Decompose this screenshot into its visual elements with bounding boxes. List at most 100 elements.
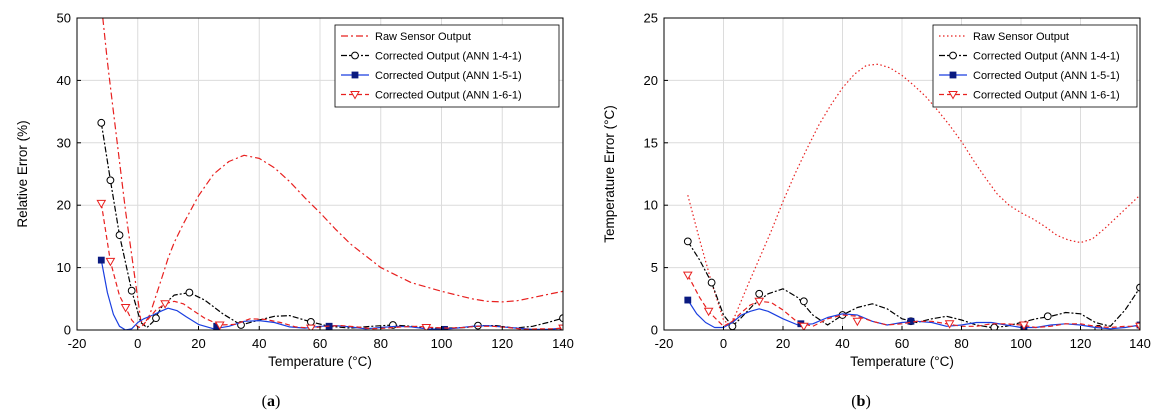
legend-label: Corrected Output (ANN 1-5-1) (375, 70, 522, 82)
x-tick-label: 140 (552, 336, 574, 351)
marker-triangle (1135, 322, 1140, 330)
series-line (687, 63, 1140, 326)
y-tick-label: 30 (57, 135, 71, 150)
x-tick-label: 60 (895, 336, 909, 351)
marker-triangle (306, 324, 316, 330)
legend-box (334, 24, 560, 108)
legend-label: Raw Sensor Output (375, 31, 471, 43)
y-tick-label: 20 (57, 198, 71, 213)
series-3 (96, 199, 563, 330)
x-tick-label: 100 (1010, 336, 1032, 351)
legend-label: Corrected Output (ANN 1-4-1) (973, 51, 1120, 63)
chart-panel-1: -20 0 20 40 60 80 100 120 1400510152025Temperatu… (602, 11, 1151, 411)
series-line (687, 299, 1140, 330)
y-tick-label: 5 (651, 260, 658, 275)
y-axis-label: Relative Error (%) (15, 120, 30, 227)
legend: Raw Sensor Output Corrected Output (ANN 1… (334, 24, 560, 108)
series-3 (682, 271, 1140, 330)
legend-label: Corrected Output (ANN 1-4-1) (375, 51, 522, 63)
marker-triangle (944, 320, 955, 329)
marker-triangle (852, 317, 863, 327)
marker-square (907, 317, 915, 325)
marker-square (949, 71, 957, 79)
series-1 (97, 118, 563, 330)
marker-square (97, 256, 105, 264)
marker-circle (106, 176, 115, 185)
y-tick-label: 0 (651, 323, 658, 338)
marker-circle (97, 118, 106, 127)
x-tick-label: 20 (191, 336, 205, 351)
x-tick-label: 80 (374, 336, 388, 351)
y-tick-label: 10 (644, 198, 658, 213)
x-tick-label: 0 (134, 336, 141, 351)
series-0 (687, 63, 1140, 326)
legend-label: Corrected Output (ANN 1-5-1) (973, 70, 1120, 82)
x-tick-label: -20 (68, 336, 87, 351)
marker-circle (1043, 312, 1052, 321)
legend-box (932, 24, 1138, 108)
legend-entry-0: Raw Sensor Output (341, 31, 471, 43)
marker-circle (799, 297, 808, 306)
y-tick-label: 20 (644, 73, 658, 88)
marker-circle (949, 51, 957, 60)
marker-triangle (421, 324, 432, 330)
marker-triangle (798, 322, 809, 330)
x-tick-label: 120 (1070, 336, 1092, 351)
legend: Raw Sensor Output Corrected Output (ANN 1… (932, 24, 1138, 108)
series-line (100, 122, 563, 329)
caption-open-paren: ( (851, 393, 856, 410)
panel-caption: (a) (262, 393, 281, 410)
marker-triangle (754, 297, 765, 307)
marker-circle (351, 51, 359, 60)
marker-triangle (96, 199, 107, 209)
legend-label: Raw Sensor Output (973, 31, 1069, 43)
y-tick-label: 50 (57, 11, 71, 26)
marker-triangle (214, 321, 225, 330)
x-tick-label: -20 (655, 336, 674, 351)
y-axis-label: Temperature Error (°C) (602, 105, 617, 242)
x-axis-label: Temperature (°C) (850, 354, 954, 369)
legend-entry-3: Corrected Output (ANN 1-6-1) (939, 90, 1120, 102)
y-tick-label: 0 (64, 323, 71, 338)
x-axis-label: Temperature (°C) (268, 354, 372, 369)
marker-square (441, 325, 448, 330)
legend-entry-1: Corrected Output (ANN 1-4-1) (939, 51, 1120, 63)
legend-entry-1: Corrected Output (ANN 1-4-1) (341, 51, 522, 63)
y-tick-label: 15 (644, 135, 658, 150)
caption-close-paren: ) (275, 393, 280, 410)
x-tick-label: 20 (776, 336, 790, 351)
x-tick-label: 60 (313, 336, 327, 351)
marker-circle (306, 317, 315, 326)
marker-circle (152, 314, 160, 323)
panel-caption: (b) (851, 393, 871, 410)
legend-entry-0: Raw Sensor Output (939, 31, 1069, 43)
marker-circle (755, 289, 764, 298)
y-tick-label: 10 (57, 260, 71, 275)
caption-open-paren: ( (262, 393, 267, 410)
caption-close-paren: ) (865, 393, 870, 410)
plot-series (96, 18, 563, 330)
y-tick-label: 40 (57, 73, 71, 88)
legend-entry-2: Corrected Output (ANN 1-5-1) (341, 70, 522, 82)
caption-letter: a (267, 393, 275, 410)
chart-panel-0: -20 0 20 40 60 80 100 120 14001020304050Temperat… (15, 11, 574, 411)
series-line (687, 274, 1140, 329)
x-tick-label: 80 (954, 336, 968, 351)
marker-circle (115, 231, 124, 240)
marker-triangle (160, 300, 170, 309)
marker-triangle (350, 91, 360, 100)
x-tick-label: 40 (835, 336, 849, 351)
x-tick-label: 120 (491, 336, 513, 351)
plot-series (682, 63, 1140, 330)
marker-circle (683, 237, 692, 246)
marker-triangle (1019, 321, 1029, 330)
series-line (100, 203, 563, 330)
legend-label: Corrected Output (ANN 1-6-1) (375, 90, 522, 102)
series-line (102, 18, 563, 326)
marker-triangle (703, 307, 714, 317)
series-0 (102, 18, 563, 326)
marker-circle (185, 288, 194, 297)
marker-square (684, 296, 692, 304)
